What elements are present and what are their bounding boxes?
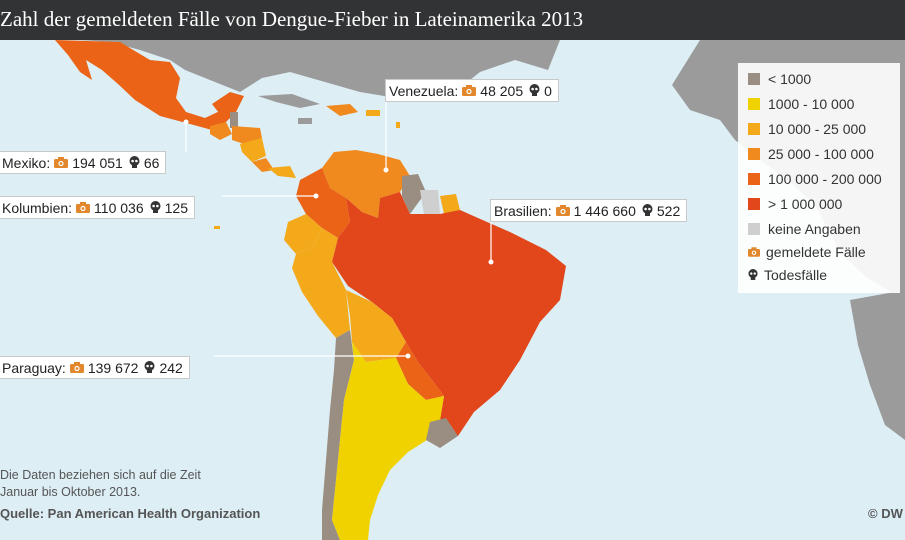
cases-value: 110 036 [94, 199, 144, 216]
callout-country: Venezuela: [389, 82, 459, 99]
camera-icon [462, 83, 477, 99]
region-ecuador [284, 214, 322, 254]
region-bolivia [346, 290, 406, 362]
legend-label: Todesfälle [764, 267, 828, 283]
camera-icon [69, 360, 84, 376]
region-peru [292, 228, 350, 338]
legend-label: 10 000 - 25 000 [768, 121, 867, 137]
region-mexico [55, 40, 226, 130]
callout-kolumbien: Kolumbien: 110 036 125 [0, 196, 195, 219]
region-hispaniola [326, 104, 358, 116]
region-uruguay [426, 418, 458, 448]
region-puerto-rico [366, 110, 380, 116]
skull-icon [529, 83, 540, 99]
region-yucatan [212, 92, 244, 122]
cases-value: 48 205 [480, 82, 524, 99]
note-line-1: Die Daten beziehen sich auf die Zeit [0, 468, 201, 482]
cases-value: 194 051 [72, 154, 123, 171]
legend-label: > 1 000 000 [768, 196, 843, 212]
legend-item-cases: gemeldete Fälle [748, 244, 866, 260]
credit-text: © DW [868, 506, 903, 521]
deaths-value: 0 [544, 82, 552, 99]
legend-item: keine Angaben [748, 221, 861, 237]
region-honduras [232, 126, 262, 144]
legend-label: < 1000 [768, 71, 812, 87]
region-cuba [258, 94, 320, 108]
legend-item: < 1000 [748, 71, 811, 87]
skull-icon [144, 360, 155, 376]
leader-dot-kolumbien [313, 193, 319, 199]
skull-icon [642, 203, 653, 219]
cases-value: 139 672 [87, 359, 139, 376]
region-nicaragua [240, 138, 266, 162]
legend-label: gemeldete Fälle [766, 244, 866, 260]
callout-venezuela: Venezuela: 48 205 0 [385, 79, 559, 102]
region-costa-rica [252, 158, 274, 172]
map-title: Zahl der gemeldeten Fälle von Dengue-Fie… [0, 7, 584, 31]
callout-country: Mexiko: [2, 154, 51, 171]
legend-item: 100 000 - 200 000 [748, 171, 882, 187]
deaths-value: 125 [164, 199, 188, 216]
leader-dot-brasilien [488, 259, 494, 265]
leader-dot-venezuela [383, 167, 389, 173]
legend: < 1000 1000 - 10 000 10 000 - 25 000 25 … [738, 63, 900, 293]
region-brazil [332, 192, 566, 436]
camera-icon [748, 244, 760, 260]
legend-item: > 1 000 000 [748, 196, 842, 212]
callout-country: Paraguay: [2, 359, 66, 376]
region-jamaica [298, 118, 312, 124]
region-belize [230, 112, 238, 128]
deaths-value: 66 [143, 154, 160, 171]
legend-label: 25 000 - 100 000 [768, 146, 874, 162]
leader-dot-mexiko [183, 119, 189, 125]
callout-country: Brasilien: [494, 202, 552, 219]
region-guatemala [210, 122, 232, 140]
note-line-2: Januar bis Oktober 2013. [0, 485, 141, 499]
region-suriname [420, 190, 440, 214]
region-colombia [296, 168, 350, 238]
legend-swatch [748, 123, 760, 135]
deaths-value: 522 [656, 202, 681, 219]
callout-country: Kolumbien: [2, 199, 73, 216]
deaths-value: 242 [159, 359, 183, 376]
legend-swatch [748, 223, 760, 235]
legend-swatch [748, 98, 760, 110]
legend-label: keine Angaben [768, 221, 861, 237]
title-bar: Zahl der gemeldeten Fälle von Dengue-Fie… [0, 0, 905, 40]
region-panama [268, 166, 296, 178]
region-guyana [402, 174, 426, 214]
cases-value: 1 446 660 [573, 202, 636, 219]
legend-label: 100 000 - 200 000 [768, 171, 882, 187]
legend-item: 25 000 - 100 000 [748, 146, 874, 162]
callout-brasilien: Brasilien: 1 446 660 522 [490, 199, 688, 222]
legend-item-deaths: Todesfälle [748, 267, 827, 283]
region-chile [322, 330, 354, 540]
region-venezuela [322, 150, 410, 218]
legend-swatch [748, 73, 760, 85]
skull-icon [129, 155, 140, 171]
camera-icon [54, 155, 69, 171]
region-small-antilles [396, 122, 400, 128]
camera-icon [76, 200, 91, 216]
callout-mexiko: Mexiko: 194 051 66 [0, 151, 167, 174]
legend-item: 1000 - 10 000 [748, 96, 854, 112]
south-africa-land [850, 290, 905, 440]
region-argentina [332, 342, 444, 540]
legend-swatch [748, 173, 760, 185]
skull-icon [748, 267, 758, 283]
source-text: Quelle: Pan American Health Organization [0, 506, 261, 521]
legend-swatch [748, 198, 760, 210]
legend-swatch [748, 148, 760, 160]
legend-item: 10 000 - 25 000 [748, 121, 866, 137]
skull-icon [150, 200, 161, 216]
callout-paraguay: Paraguay: 139 672 242 [0, 356, 190, 379]
camera-icon [555, 203, 570, 219]
legend-label: 1000 - 10 000 [768, 96, 855, 112]
region-french-guiana [440, 194, 460, 214]
leader-dot-paraguay [405, 353, 411, 359]
data-note: Die Daten beziehen sich auf die Zeit Jan… [0, 467, 201, 501]
region-galapagos [214, 226, 220, 229]
